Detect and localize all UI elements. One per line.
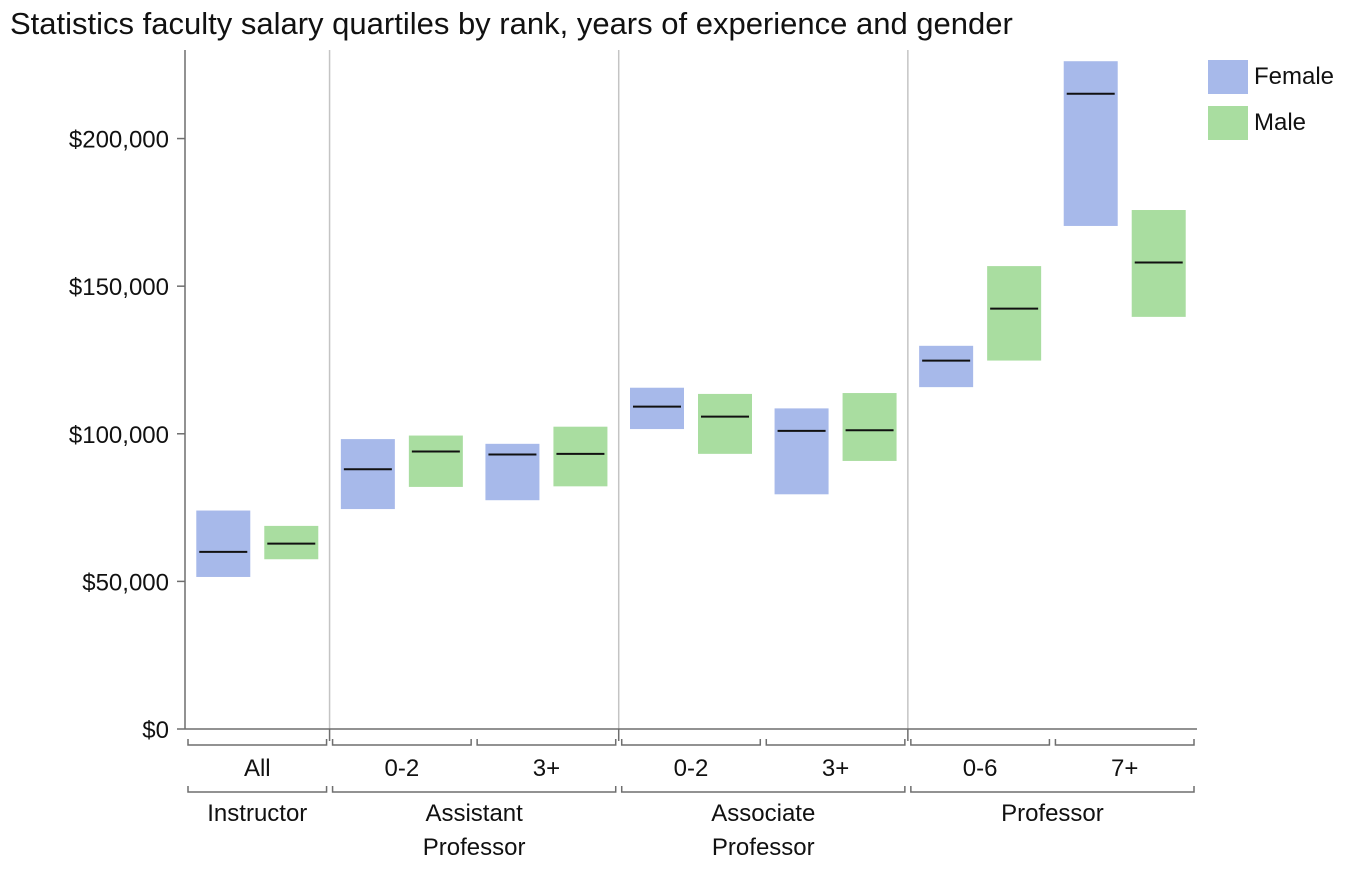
subgroup-bracket — [331, 739, 472, 746]
y-tick-label: $200,000 — [69, 127, 169, 154]
female-iqr-box — [485, 443, 540, 501]
subgroup-label: 0-2 — [674, 755, 709, 782]
legend-swatch — [1208, 60, 1248, 94]
male-iqr-box — [987, 266, 1042, 361]
x-axis — [185, 728, 1197, 741]
group-label: Professor — [1001, 800, 1104, 827]
female-iqr-box — [196, 510, 251, 577]
female-iqr-box — [630, 387, 684, 430]
subgroup-label: 3+ — [533, 755, 560, 782]
subgroup-label: 7+ — [1111, 755, 1138, 782]
y-tick-label: $0 — [142, 717, 169, 744]
legend-item: Female — [1208, 60, 1334, 94]
subgroup-bracket — [620, 739, 762, 746]
male-iqr-box — [842, 393, 897, 461]
subgroup-label: 0-2 — [385, 755, 420, 782]
male-iqr-box — [264, 525, 319, 560]
y-axis: $0 $50,000 $100,000 $150,000 $200,000 — [69, 50, 186, 744]
group-bracket — [331, 786, 617, 793]
female-iqr-box — [1063, 61, 1118, 226]
subgroup-bracket — [1054, 739, 1195, 746]
subgroup-label: 3+ — [822, 755, 849, 782]
subgroup-bracket — [910, 739, 1051, 746]
male-iqr-box — [553, 426, 608, 487]
group-label: Instructor — [207, 800, 307, 827]
subgroup-bracket — [476, 739, 617, 746]
legend: Female Male — [1208, 60, 1334, 152]
y-tick-label: $50,000 — [82, 569, 169, 596]
group-label: Associate — [711, 800, 815, 827]
subgroup-label: 0-6 — [963, 755, 998, 782]
female-iqr-box — [919, 345, 974, 388]
group-label: Professor — [423, 834, 526, 861]
quartile-boxes — [196, 61, 1186, 577]
male-iqr-box — [698, 393, 752, 454]
subgroup-label: All — [244, 755, 271, 782]
group-label: Professor — [712, 834, 815, 861]
group-separators — [328, 50, 909, 729]
legend-label: Female — [1254, 63, 1335, 90]
y-tick-label: $100,000 — [69, 422, 169, 449]
group-bracket — [620, 786, 906, 793]
male-iqr-box — [408, 435, 463, 487]
subgroup-bracket — [187, 739, 328, 746]
legend-swatch — [1208, 106, 1248, 140]
legend-label: Male — [1254, 109, 1307, 136]
category-brackets: All 0-2 3+ 0-2 3+ 0-6 7+ Instructor Assistant Pro… — [187, 739, 1195, 861]
legend-item: Male — [1208, 106, 1334, 140]
group-bracket — [910, 786, 1195, 793]
female-iqr-box — [340, 439, 395, 510]
group-label: Assistant — [425, 800, 523, 827]
chart-title: Statistics faculty salary quartiles by r… — [10, 6, 1013, 41]
subgroup-bracket — [765, 739, 906, 746]
group-bracket — [187, 786, 328, 793]
female-iqr-box — [774, 408, 829, 495]
y-tick-label: $150,000 — [69, 274, 169, 301]
